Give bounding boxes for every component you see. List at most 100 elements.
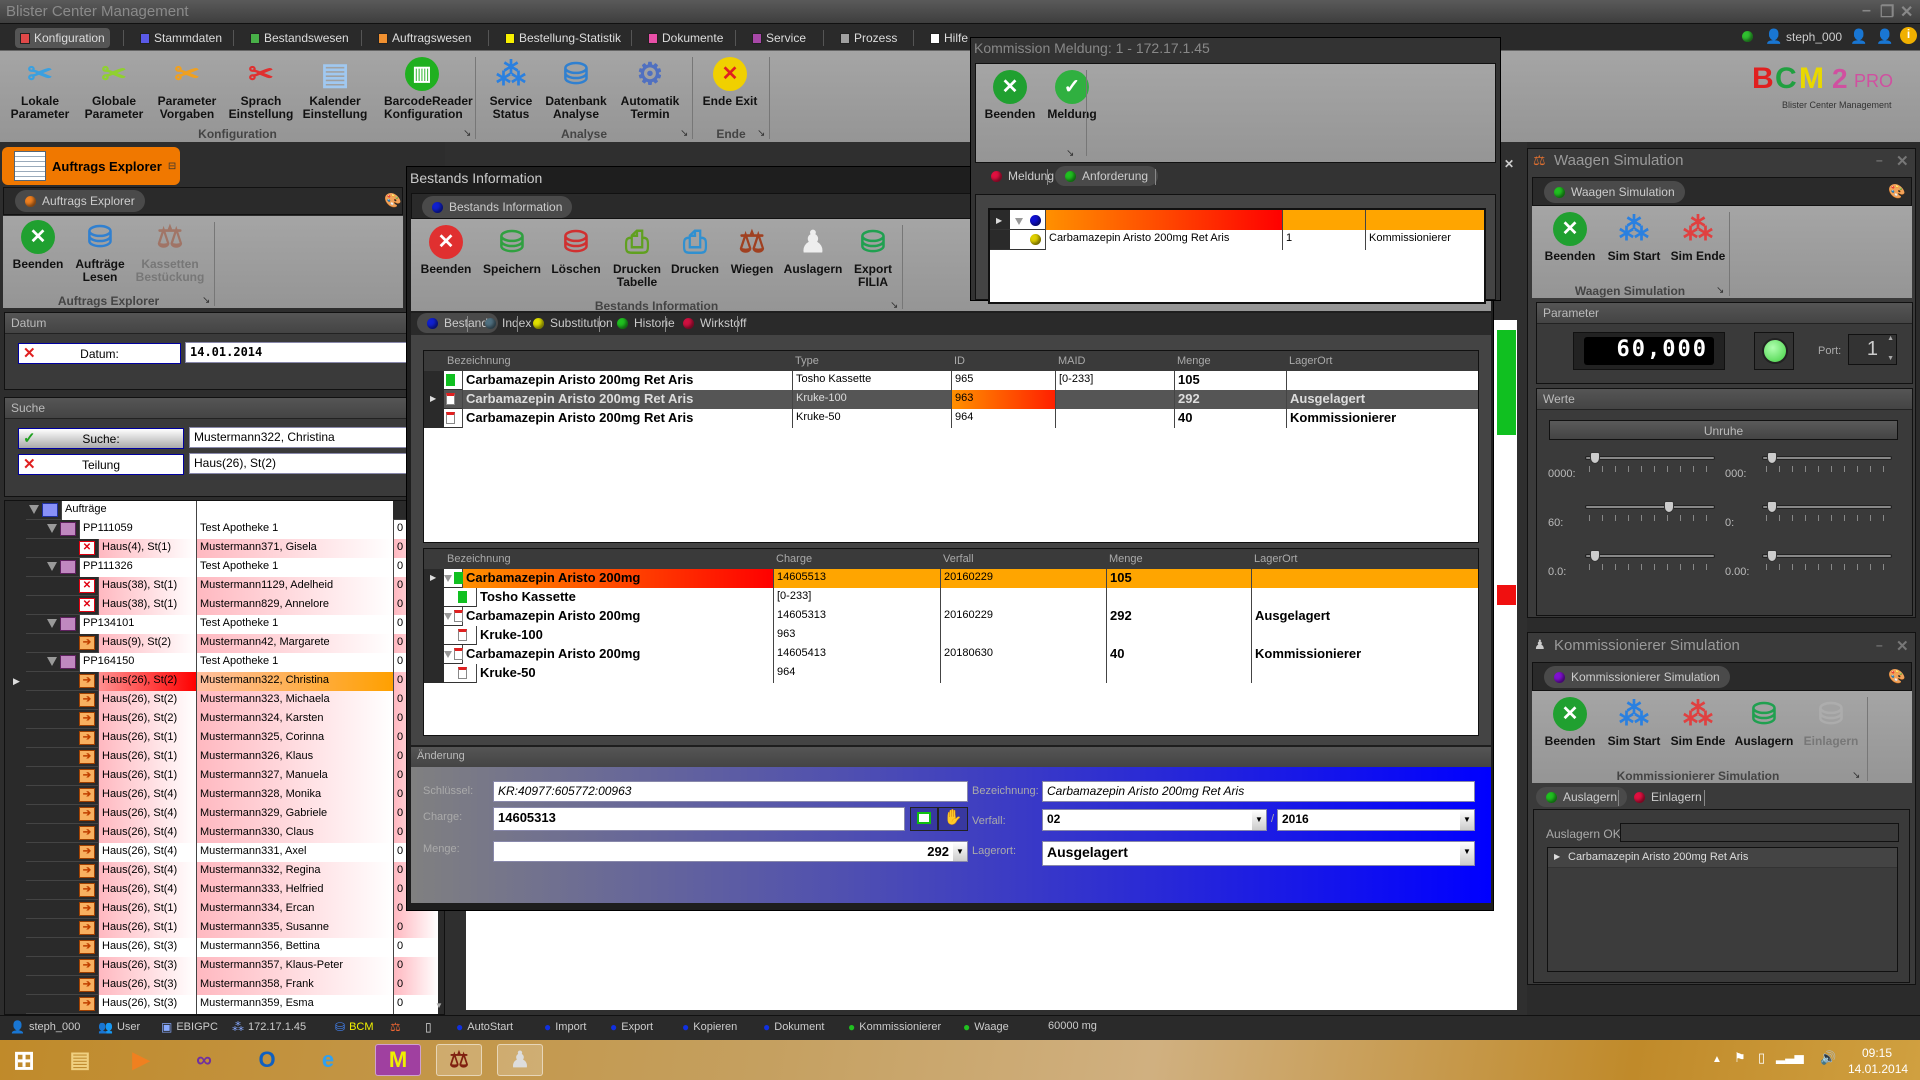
sim-ende-button[interactable]: ⁂ Sim Ende (1660, 212, 1736, 263)
pin-icon[interactable]: ⊟ (167, 160, 177, 172)
automatik-termin-button[interactable]: ⚙ Automatik Termin (612, 57, 688, 121)
outlook-icon[interactable]: O (258, 1047, 276, 1072)
slider-thumb[interactable] (1664, 501, 1674, 513)
speichern-button[interactable]: ⛁ Speichern (474, 225, 550, 276)
table-row[interactable]: Carbamazepin Aristo 200mg Ret Aris 1 Kommi… (990, 230, 1484, 250)
ende-exit-button[interactable]: ✕ Ende Exit (692, 57, 768, 108)
table-row[interactable]: Carbamazepin Aristo 200mg Ret Aris Kruke-… (444, 409, 1478, 428)
beenden-button[interactable]: ✕ Beenden (1532, 212, 1608, 263)
file-explorer-icon[interactable]: ▤ (69, 1047, 91, 1072)
schluessel-field[interactable]: KR:40977:605772:00963 (493, 781, 968, 802)
service-status-button[interactable]: ⁂ Service Status (473, 57, 549, 121)
patient-row[interactable]: ➔ Haus(26), St(2) Mustermann322, Christina… (26, 672, 438, 691)
globale-parameter-button[interactable]: ✂ Globale Parameter (76, 57, 152, 121)
drucken-button[interactable]: ⎙ Drucken (657, 225, 733, 276)
slider-0000[interactable] (1585, 452, 1715, 464)
arrow-down-icon[interactable]: ▼ (1887, 355, 1894, 362)
table-row[interactable]: Kruke-100 963 (444, 626, 1478, 645)
column-header-menge[interactable]: Menge (1109, 553, 1143, 565)
expand-arrow-icon[interactable]: ▶ (1554, 852, 1561, 861)
table-row[interactable]: Tosho Kassette [0-233] (444, 588, 1478, 607)
media-player-icon[interactable]: ▶ (132, 1047, 150, 1072)
auslagern-ok-field[interactable] (1620, 823, 1899, 842)
barcodereader-konfiguration-button[interactable]: ▥ BarcodeReader Konfiguration (384, 57, 473, 121)
tab-substitution[interactable]: Substitution (523, 313, 623, 333)
charge-field[interactable]: 14605313 (493, 807, 905, 831)
port-stepper[interactable]: 1 ▲ ▼ (1848, 334, 1897, 365)
signal-icon[interactable]: ▂▃▅ (1776, 1050, 1804, 1064)
bezeichnung-field[interactable]: Carbamazepin Aristo 200mg Ret Aris (1042, 781, 1475, 802)
patient-row[interactable]: ➔ Haus(26), St(3) Mustermann359, Esma 0 (26, 995, 438, 1014)
close-icon[interactable]: ✕ (1896, 153, 1909, 170)
patient-row[interactable]: ➔ Haus(26), St(2) Mustermann324, Karsten 0 (26, 710, 438, 729)
column-header-menge[interactable]: Menge (1177, 355, 1211, 367)
add-user-icon[interactable]: 👤 (1850, 28, 1868, 44)
tab-auftrags-explorer[interactable]: Auftrags Explorer (15, 190, 145, 212)
dialog-launcher-icon[interactable]: ↘ (1852, 770, 1861, 781)
column-header-id[interactable]: ID (954, 355, 965, 367)
scroll-down-icon[interactable]: ▼ (435, 1001, 443, 1010)
patient-row[interactable]: ➔ Haus(9), St(2) Mustermann42, Margarete 0 (26, 634, 438, 653)
patient-row[interactable]: ✕ Haus(4), St(1) Mustermann371, Gisela 0 (26, 539, 438, 558)
expand-toggle-icon[interactable] (444, 575, 452, 582)
beenden-button[interactable]: ✕ Beenden (972, 70, 1048, 121)
minimize-icon[interactable]: – (1876, 638, 1883, 652)
tab-bestand[interactable]: Bestand (417, 313, 499, 333)
table-row[interactable]: Kruke-50 964 (444, 664, 1478, 683)
menu-tab-bestandswesen[interactable]: Bestandswesen (245, 28, 354, 48)
clock-time[interactable]: 09:15 (1862, 1046, 1893, 1060)
dialog-launcher-icon[interactable]: ↘ (463, 128, 472, 139)
column-header-lagerort[interactable]: LagerOrt (1254, 553, 1298, 565)
suche-field[interactable]: Mustermann322, Christina (189, 427, 445, 448)
patient-row[interactable]: ➔ Haus(26), St(1) Mustermann326, Klaus 0 (26, 748, 438, 767)
column-header-charge[interactable]: Charge (776, 553, 813, 565)
table-row[interactable] (990, 210, 1484, 230)
robot-app-icon[interactable]: ♟ (497, 1044, 543, 1076)
minimize-icon[interactable]: – (1862, 2, 1871, 19)
datenbank-analyse-button[interactable]: ⛁ Datenbank Analyse (538, 57, 614, 121)
dialog-launcher-icon[interactable]: ↘ (890, 300, 899, 311)
expand-toggle-icon[interactable] (47, 562, 57, 571)
patient-row[interactable]: ✕ Haus(38), St(1) Mustermann829, Annelore 0 (26, 596, 438, 615)
palette-icon[interactable]: 🎨 (384, 192, 402, 208)
menu-tab-dokumente[interactable]: Dokumente (643, 28, 728, 48)
visual-studio-icon[interactable]: ∞ (196, 1047, 212, 1072)
palette-icon[interactable]: 🎨 (1888, 668, 1906, 684)
auslagern-button[interactable]: ⛁ Auslagern (1726, 697, 1802, 748)
close-icon[interactable]: ✕ (1504, 157, 1515, 171)
sim-start-button[interactable]: ⁂ Sim Start (1596, 212, 1672, 263)
menu-tab-stammdaten[interactable]: Stammdaten (135, 28, 227, 48)
hand-scan-button[interactable]: ✋ (938, 807, 968, 831)
tab-meldung[interactable]: Meldung (981, 166, 1064, 186)
unruhe-button[interactable]: Unruhe (1549, 420, 1898, 440)
table-row[interactable]: Carbamazepin Aristo 200mg 14605513 2016022… (444, 569, 1478, 588)
datum-toggle[interactable]: ✕ Datum: (18, 343, 181, 364)
beenden-button[interactable]: ✕ Beenden (1532, 697, 1608, 748)
lagerort-select[interactable]: Ausgelagert ▼ (1042, 841, 1475, 866)
chevron-down-icon[interactable]: ▼ (1252, 810, 1266, 830)
list-item[interactable]: ▶ Carbamazepin Aristo 200mg Ret Aris (1548, 848, 1897, 868)
kalender-einstellung-button[interactable]: ▤ Kalender Einstellung (297, 57, 373, 121)
dialog-launcher-icon[interactable]: ↘ (202, 295, 211, 306)
column-header-bezeichnung[interactable]: Bezeichnung (447, 355, 511, 367)
slider-60[interactable] (1585, 501, 1715, 513)
expand-toggle-icon[interactable] (47, 524, 57, 533)
patient-row[interactable]: ➔ Haus(26), St(4) Mustermann330, Claus 0 (26, 824, 438, 843)
patient-row[interactable]: ➔ Haus(26), St(2) Mustermann323, Michaela 0 (26, 691, 438, 710)
teilung-field[interactable]: Haus(26), St(2) (189, 453, 445, 474)
expand-toggle-icon[interactable] (1015, 218, 1023, 225)
menu-tab-hilfe[interactable]: Hilfe (925, 28, 973, 48)
wiegen-button[interactable]: ⚖ Wiegen (714, 225, 790, 276)
windows-start-icon[interactable]: ⊞ (13, 1044, 35, 1075)
verfall-month-select[interactable]: 02 ▼ (1042, 809, 1267, 831)
slider-000[interactable] (1762, 452, 1892, 464)
sim-start-button[interactable]: ⁂ Sim Start (1596, 697, 1672, 748)
barcode-scan-button[interactable] (910, 807, 938, 831)
drucken-tabelle-button[interactable]: ⎙ Drucken Tabelle (599, 225, 675, 289)
chevron-down-icon[interactable]: ▼ (953, 842, 967, 861)
tab-bestands-information[interactable]: Bestands Information (422, 196, 573, 218)
expand-toggle-icon[interactable] (47, 657, 57, 666)
slider-0-0[interactable] (1585, 550, 1715, 562)
